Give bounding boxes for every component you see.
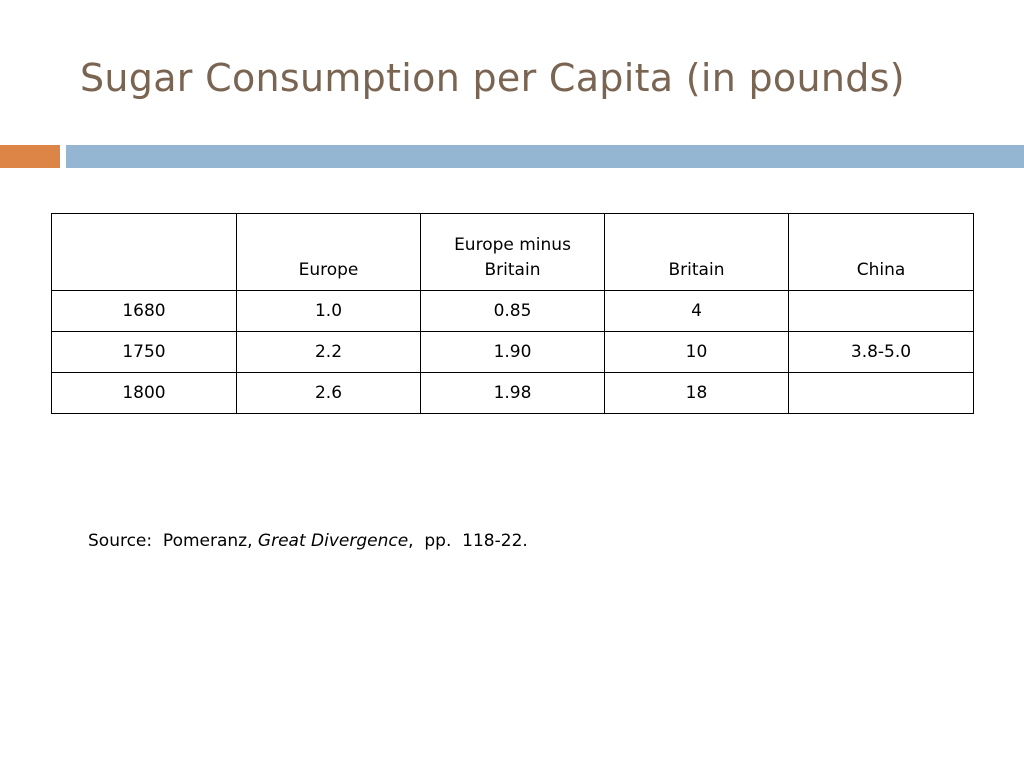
header-cell-britain: Britain bbox=[604, 213, 789, 291]
header-europe-minus-britain-line1: Europe minus bbox=[454, 235, 571, 255]
table-row: 1680 1.0 0.85 4 bbox=[51, 290, 974, 332]
cell-britain: 10 bbox=[604, 331, 789, 373]
header-cell-china: China bbox=[788, 213, 974, 291]
sugar-consumption-table: Europe Europe minus Britain Britain China… bbox=[51, 213, 974, 414]
cell-europe: 2.2 bbox=[236, 331, 421, 373]
source-prefix: Source: Pomeranz, bbox=[88, 531, 258, 551]
cell-europe-minus-britain: 0.85 bbox=[420, 290, 605, 332]
header-cell-europe-minus-britain: Europe minus Britain bbox=[420, 213, 605, 291]
header-cell-europe: Europe bbox=[236, 213, 421, 291]
cell-europe: 2.6 bbox=[236, 372, 421, 414]
slide-title: Sugar Consumption per Capita (in pounds) bbox=[80, 56, 905, 100]
header-europe-minus-britain-line2: Britain bbox=[484, 260, 541, 280]
cell-europe-minus-britain: 1.90 bbox=[420, 331, 605, 373]
source-citation: Source: Pomeranz, Great Divergence, pp. … bbox=[88, 531, 528, 551]
cell-europe-minus-britain: 1.98 bbox=[420, 372, 605, 414]
cell-china: 3.8-5.0 bbox=[788, 331, 974, 373]
table-row: 1800 2.6 1.98 18 bbox=[51, 372, 974, 414]
cell-year: 1750 bbox=[51, 331, 237, 373]
accent-band-blue bbox=[66, 145, 1024, 168]
cell-year: 1800 bbox=[51, 372, 237, 414]
cell-year: 1680 bbox=[51, 290, 237, 332]
cell-britain: 4 bbox=[604, 290, 789, 332]
header-cell-blank bbox=[51, 213, 237, 291]
source-suffix: , pp. 118-22. bbox=[408, 531, 528, 551]
cell-china bbox=[788, 290, 974, 332]
cell-britain: 18 bbox=[604, 372, 789, 414]
cell-europe: 1.0 bbox=[236, 290, 421, 332]
table-row: 1750 2.2 1.90 10 3.8-5.0 bbox=[51, 331, 974, 373]
accent-band-orange bbox=[0, 145, 60, 168]
source-work-title: Great Divergence bbox=[257, 531, 409, 551]
cell-china bbox=[788, 372, 974, 414]
table-header-row: Europe Europe minus Britain Britain China bbox=[51, 213, 974, 291]
